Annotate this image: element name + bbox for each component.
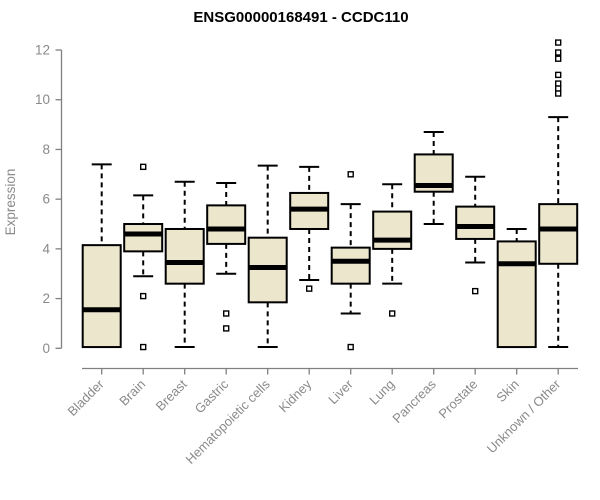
chart-title: ENSG00000168491 - CCDC110 [193, 9, 408, 26]
box-group-pancreas [413, 131, 454, 226]
outlier-point [555, 90, 562, 97]
y-axis-tick-label: 10 [35, 92, 50, 107]
x-axis-label-kidney: Kidney [276, 376, 315, 415]
outlier-point [139, 292, 147, 300]
outlier-point [347, 171, 354, 178]
x-axis-label-prostate: Prostate [435, 377, 480, 422]
x-axis-label-bladder: Bladder [65, 376, 108, 419]
box-group-bladder [81, 163, 122, 349]
box-prostate [455, 205, 496, 240]
x-axis-label-pancreas: Pancreas [389, 376, 439, 426]
box-group-hematopoietic-cells [247, 164, 288, 349]
box-group-breast [164, 180, 205, 349]
y-axis-tick-label: 0 [42, 341, 50, 356]
outlier-point [222, 325, 230, 332]
outlier-point [555, 55, 562, 62]
outlier-point [306, 285, 313, 292]
outlier-point [555, 71, 562, 79]
x-axis-label-unknown-other: Unknown / Other [484, 376, 564, 456]
box-group-brain [123, 163, 164, 351]
box-lung [372, 210, 413, 250]
box-breast [164, 227, 205, 285]
box-group-unknown-other [538, 39, 579, 349]
x-axis-label-brain: Brain [116, 377, 148, 409]
x-axis-label-breast: Breast [153, 376, 190, 413]
outlier-point [139, 163, 147, 171]
outlier-point [139, 343, 147, 351]
outlier-point [222, 310, 230, 317]
box-gastric [206, 204, 247, 245]
x-axis-label-skin: Skin [493, 377, 521, 405]
box-group-skin [496, 227, 537, 349]
y-axis-tick-label: 4 [42, 241, 50, 256]
box-unknown-other [538, 203, 579, 265]
box-skin [496, 240, 537, 349]
box-liver [330, 246, 371, 285]
outlier-point [389, 310, 396, 317]
box-group-liver [330, 171, 371, 351]
y-axis-tick-label: 8 [42, 142, 50, 157]
outlier-point [347, 343, 354, 351]
box-group-gastric [206, 182, 247, 332]
outlier-point [472, 287, 479, 295]
box-group-kidney [289, 165, 330, 292]
y-axis-title: Expression [3, 169, 18, 236]
box-group-prostate [455, 175, 496, 295]
box-bladder [81, 244, 122, 349]
y-axis-tick-label: 6 [42, 192, 50, 207]
x-axis-label-lung: Lung [366, 377, 397, 408]
outlier-point [555, 85, 562, 92]
y-axis-tick-label: 2 [42, 291, 50, 306]
outlier-point [555, 49, 562, 56]
outlier-point [555, 39, 562, 46]
y-axis-tick-label: 12 [35, 43, 50, 58]
x-axis-label-liver: Liver [325, 376, 356, 407]
x-axis-label-gastric: Gastric [192, 376, 232, 416]
box-group-lung [372, 183, 413, 317]
outlier-point [555, 80, 562, 87]
box-brain [123, 223, 164, 253]
